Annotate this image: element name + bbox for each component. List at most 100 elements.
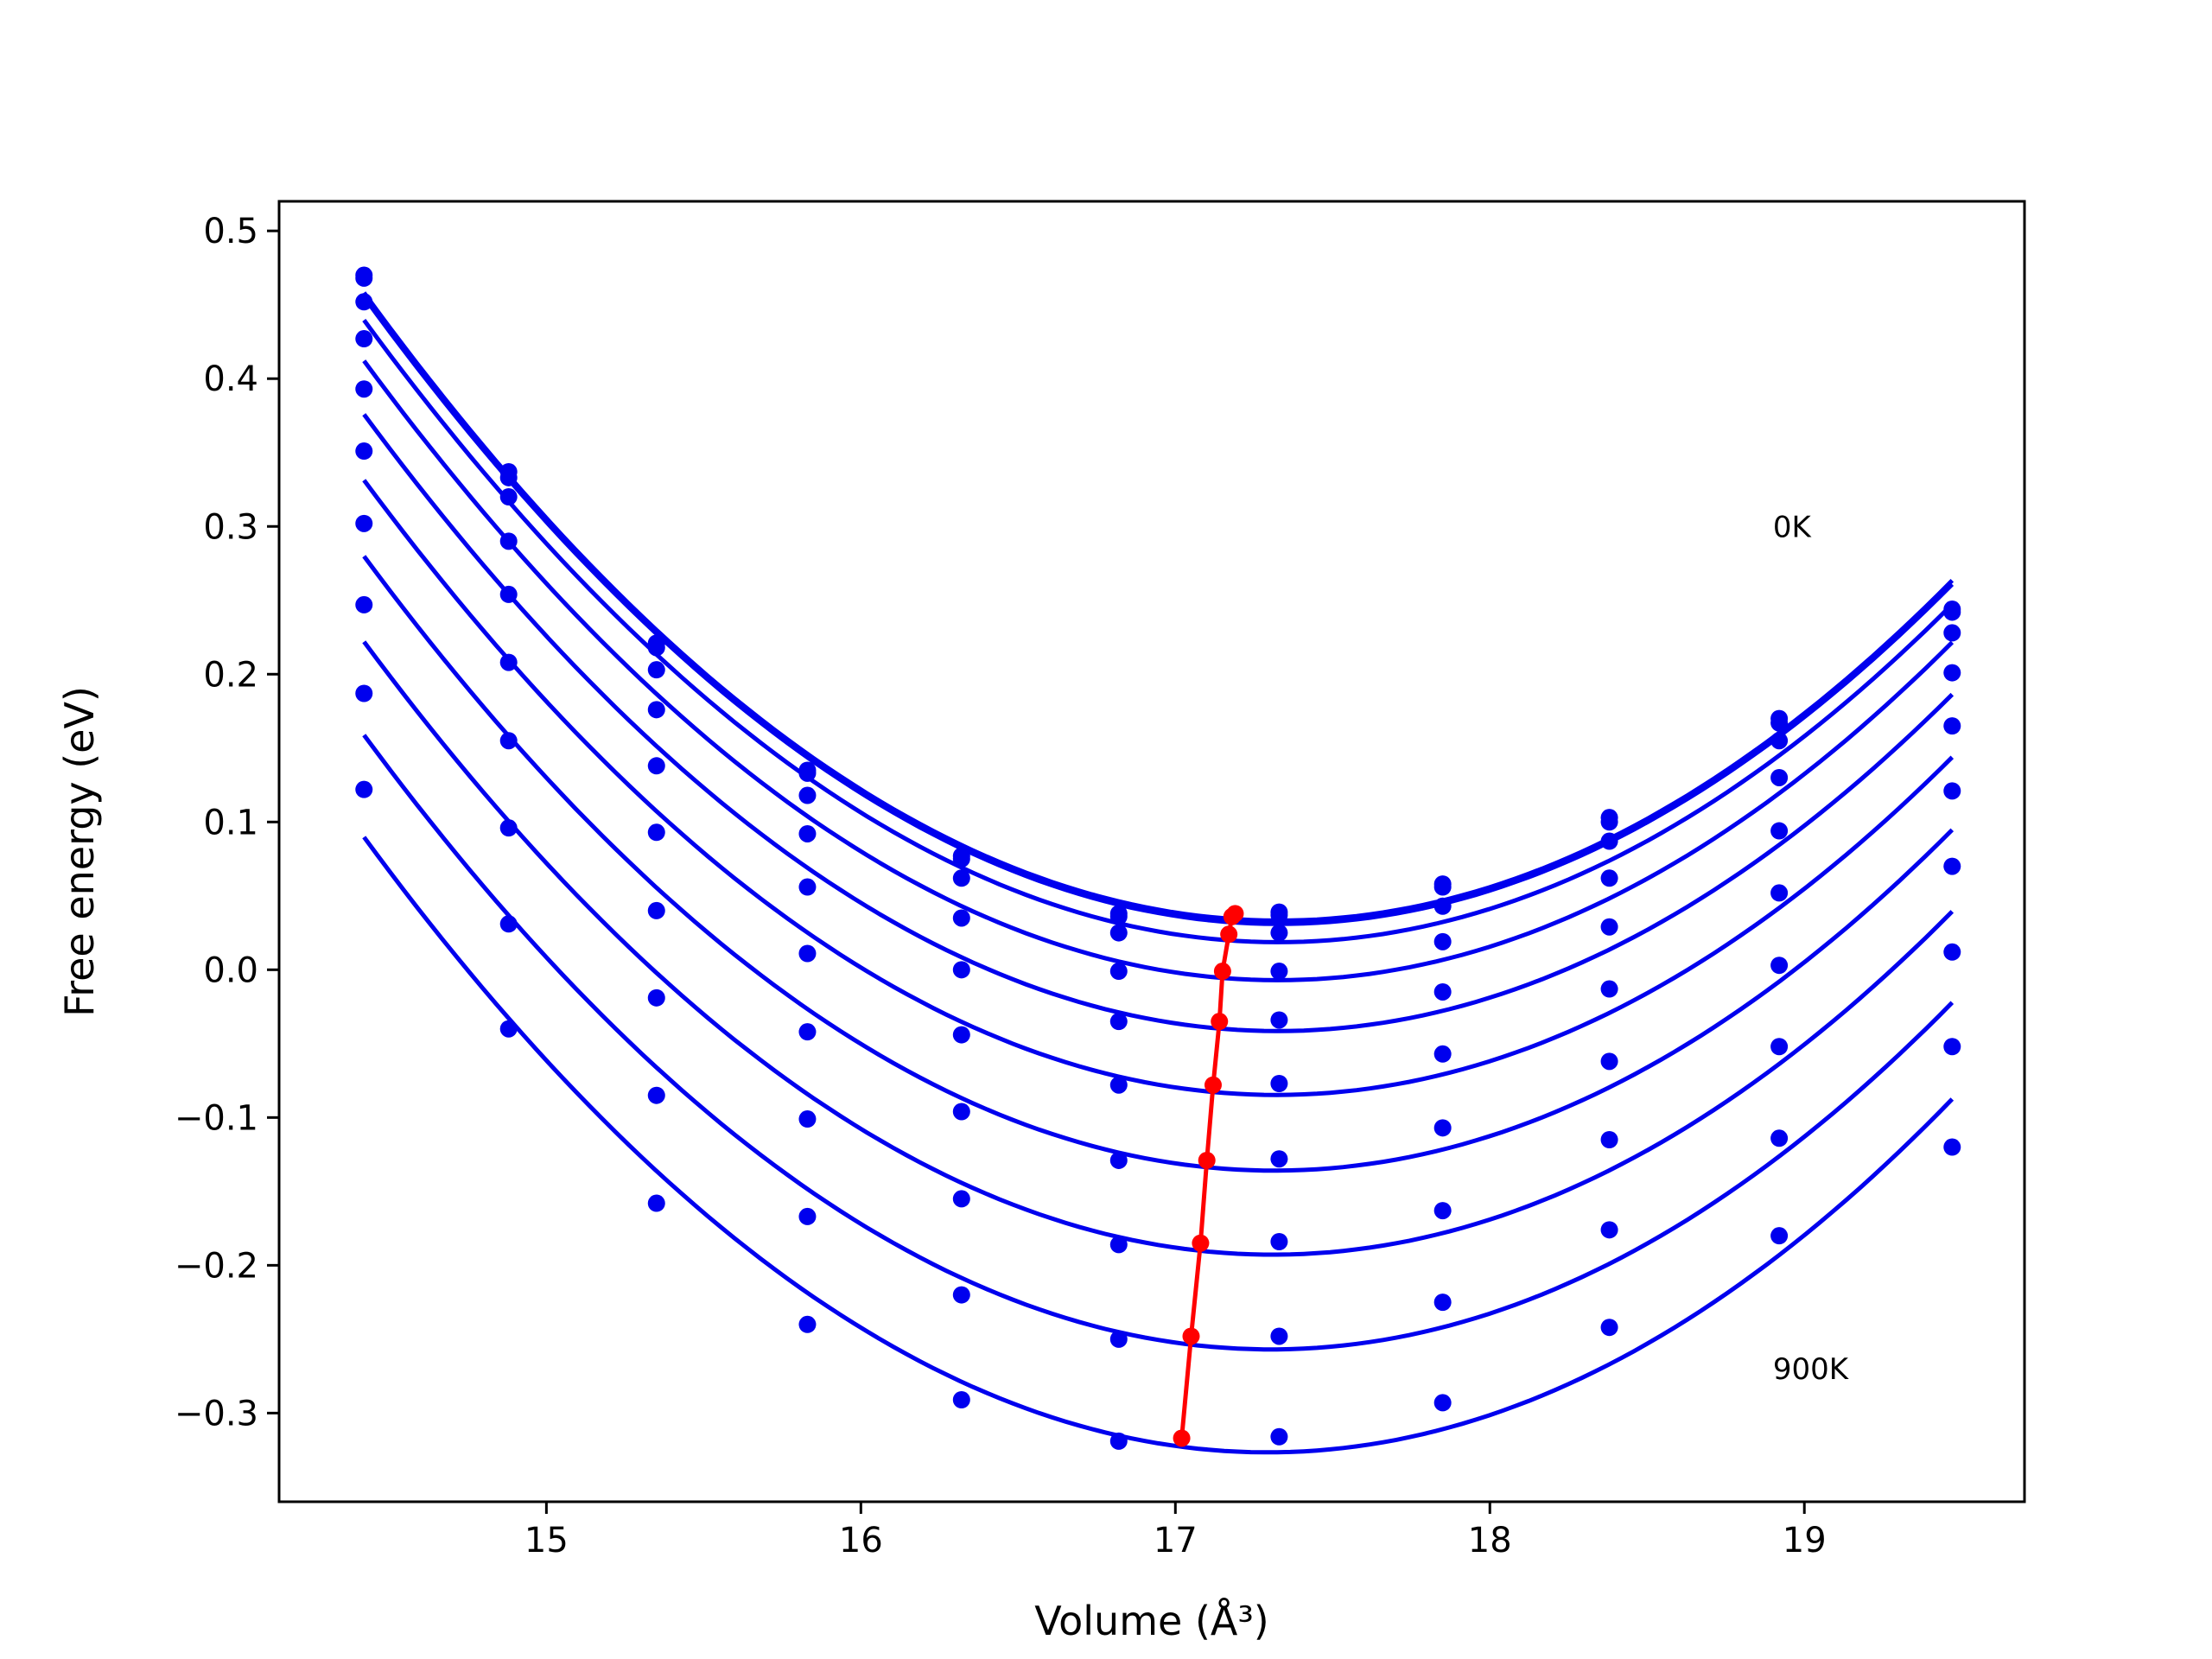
series-1-point-9 bbox=[1770, 714, 1789, 732]
y-tick-label-7: 0.4 bbox=[203, 359, 258, 399]
series-9-point-3 bbox=[798, 1315, 817, 1333]
series-7-point-7 bbox=[1433, 1202, 1452, 1220]
series-6 bbox=[355, 514, 1961, 1173]
series-6-point-2 bbox=[647, 901, 665, 919]
series-4-point-7 bbox=[1433, 982, 1452, 1001]
series-3-point-5 bbox=[1109, 963, 1128, 981]
series-8-point-7 bbox=[1433, 1294, 1452, 1312]
x-tick-label-3: 18 bbox=[1468, 1521, 1512, 1560]
y-tick-label-5: 0.2 bbox=[203, 655, 258, 695]
series-8-point-6 bbox=[1270, 1327, 1288, 1345]
series-4-point-6 bbox=[1270, 1011, 1288, 1029]
minima-point-4 bbox=[1211, 1013, 1229, 1031]
series-3-point-0 bbox=[355, 330, 373, 348]
series-5-point-6 bbox=[1270, 1075, 1288, 1093]
y-tick-label-4: 0.1 bbox=[203, 803, 258, 842]
series-6-fit-line bbox=[362, 555, 1955, 1173]
series-2-fit-line bbox=[362, 319, 1955, 944]
series-7-point-1 bbox=[499, 819, 518, 837]
series-5 bbox=[355, 442, 1961, 1097]
y-tick-label-8: 0.5 bbox=[203, 212, 258, 251]
series-9-point-4 bbox=[952, 1390, 970, 1408]
series-3-point-2 bbox=[647, 701, 665, 719]
series-8-point-8 bbox=[1600, 1221, 1618, 1239]
series-3-point-9 bbox=[1770, 768, 1789, 786]
series-3-fit-line bbox=[362, 359, 1955, 982]
series-9-point-9 bbox=[1770, 1227, 1789, 1245]
series-9 bbox=[355, 780, 1961, 1455]
minima-point-6 bbox=[1198, 1151, 1216, 1169]
series-6-point-6 bbox=[1270, 1150, 1288, 1168]
series-4-point-0 bbox=[355, 380, 373, 398]
series-5-point-1 bbox=[499, 653, 518, 671]
series-2-point-6 bbox=[1270, 924, 1288, 942]
series-4-point-4 bbox=[952, 961, 970, 979]
series-5-point-2 bbox=[647, 823, 665, 842]
series-9-fit-line bbox=[362, 836, 1955, 1455]
x-axis: 15 16 17 18 19 bbox=[524, 1502, 1827, 1560]
series-5-point-0 bbox=[355, 442, 373, 461]
series-2-point-2 bbox=[647, 661, 665, 679]
series-6-point-7 bbox=[1433, 1119, 1452, 1137]
series-9-point-5 bbox=[1109, 1432, 1128, 1450]
series-3-point-3 bbox=[798, 824, 817, 842]
series-4-fit-line bbox=[362, 413, 1955, 1033]
series-2-point-7 bbox=[1433, 897, 1452, 915]
series-3-point-1 bbox=[499, 532, 518, 550]
series-5-point-8 bbox=[1600, 980, 1618, 998]
curves-layer bbox=[355, 266, 1961, 1455]
series-8-point-2 bbox=[647, 1086, 665, 1104]
series-6-point-3 bbox=[798, 1023, 817, 1041]
minima-point-5 bbox=[1204, 1076, 1222, 1094]
y-tick-label-0: −0.3 bbox=[175, 1394, 258, 1433]
series-7 bbox=[355, 595, 1961, 1257]
series-9-point-10 bbox=[1943, 1138, 1961, 1156]
minima-point-1 bbox=[1223, 907, 1241, 925]
minima-line bbox=[1179, 912, 1237, 1439]
series-4-point-2 bbox=[647, 757, 665, 775]
series-3 bbox=[355, 330, 1961, 982]
series-9-point-0 bbox=[355, 780, 373, 798]
series-4-point-3 bbox=[798, 878, 817, 896]
series-7-point-10 bbox=[1943, 943, 1961, 961]
series-5-point-7 bbox=[1433, 1045, 1452, 1063]
series-1-point-6 bbox=[1270, 906, 1288, 925]
series-6-point-5 bbox=[1109, 1151, 1128, 1169]
minima-point-9 bbox=[1173, 1429, 1191, 1447]
series-7-fit-line bbox=[362, 640, 1955, 1257]
y-tick-label-2: −0.1 bbox=[175, 1098, 258, 1138]
series-8-point-10 bbox=[1943, 1038, 1961, 1056]
series-4-point-9 bbox=[1770, 822, 1789, 840]
series-1 bbox=[355, 269, 1961, 926]
series-5-point-3 bbox=[798, 944, 817, 963]
series-8-point-0 bbox=[355, 684, 373, 702]
series-0-fit-line bbox=[362, 291, 1955, 923]
x-tick-label-0: 15 bbox=[524, 1521, 569, 1560]
series-6-point-1 bbox=[499, 732, 518, 750]
series-8 bbox=[355, 684, 1961, 1352]
series-3-point-8 bbox=[1600, 869, 1618, 887]
series-3-point-6 bbox=[1270, 963, 1288, 981]
series-2-point-3 bbox=[798, 786, 817, 804]
minima-point-3 bbox=[1213, 963, 1231, 981]
x-tick-label-1: 16 bbox=[839, 1521, 883, 1560]
series-4-point-5 bbox=[1109, 1013, 1128, 1031]
series-9-point-2 bbox=[647, 1194, 665, 1212]
series-1-point-3 bbox=[798, 764, 817, 782]
annotation-900k: 900K bbox=[1773, 1352, 1850, 1387]
series-7-point-3 bbox=[798, 1110, 817, 1128]
series-6-point-10 bbox=[1943, 857, 1961, 875]
minima-layer bbox=[1173, 905, 1244, 1447]
series-7-point-2 bbox=[647, 988, 665, 1007]
series-9-point-7 bbox=[1433, 1394, 1452, 1412]
series-1-fit-line bbox=[362, 296, 1955, 926]
series-9-point-8 bbox=[1600, 1319, 1618, 1337]
series-8-point-1 bbox=[499, 915, 518, 933]
y-tick-label-1: −0.2 bbox=[175, 1246, 258, 1286]
series-1-point-0 bbox=[355, 269, 373, 287]
series-9-point-1 bbox=[499, 1020, 518, 1038]
series-5-point-4 bbox=[952, 1026, 970, 1044]
y-axis-label: Free energy (eV) bbox=[56, 686, 103, 1017]
